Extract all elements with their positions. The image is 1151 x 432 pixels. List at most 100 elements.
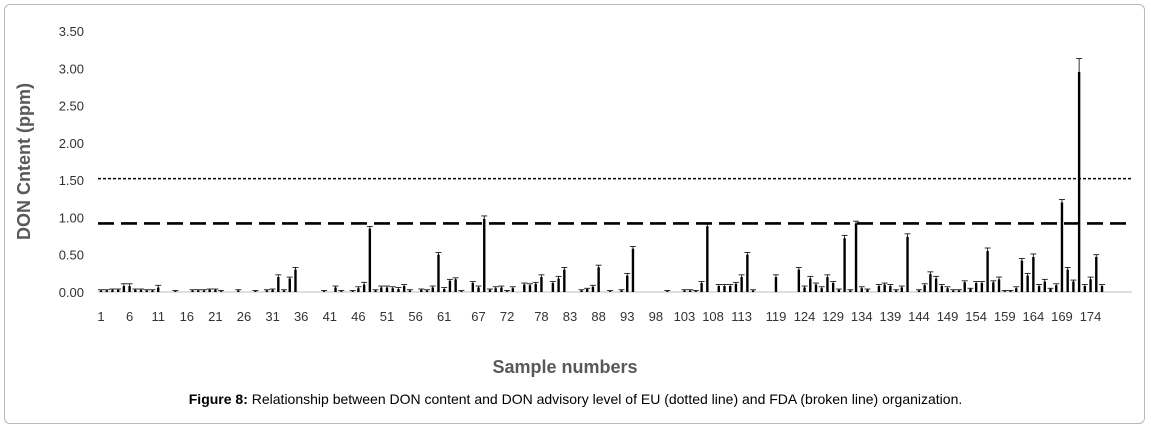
x-tick-label: 88 — [591, 309, 605, 324]
bar — [626, 275, 629, 292]
y-tick-label: 3.50 — [59, 24, 84, 39]
bar — [883, 284, 886, 292]
bar — [500, 287, 503, 292]
figure-caption-text: Relationship between DON content and DON… — [251, 391, 963, 407]
x-tick-label: 174 — [1080, 309, 1102, 324]
bar — [1020, 260, 1024, 292]
bar — [980, 283, 984, 292]
x-tick-label: 6 — [126, 309, 133, 324]
bar — [1066, 269, 1069, 292]
bar — [420, 289, 423, 292]
bar — [729, 286, 732, 292]
x-tick-label: 16 — [180, 309, 194, 324]
bar — [746, 254, 749, 292]
x-tick-label: 72 — [500, 309, 514, 324]
x-tick-label: 124 — [794, 309, 816, 324]
figure-frame — [4, 4, 1145, 424]
bar — [454, 279, 457, 292]
bar — [157, 287, 160, 292]
bar — [208, 289, 211, 292]
figure-caption: Figure 8: Relationship between DON conte… — [0, 391, 1151, 407]
bar — [803, 287, 806, 292]
bar — [929, 274, 932, 292]
x-tick-label: 93 — [620, 309, 634, 324]
bar — [437, 254, 440, 292]
bar — [380, 287, 383, 292]
bar — [723, 286, 726, 292]
x-tick-label: 144 — [908, 309, 930, 324]
x-tick-label: 129 — [822, 309, 844, 324]
bar — [820, 288, 823, 292]
bar — [717, 286, 720, 292]
bar — [946, 288, 949, 292]
y-tick-label: 1.50 — [59, 173, 84, 188]
x-tick-label: 119 — [766, 309, 787, 324]
bar — [483, 218, 486, 292]
y-tick-label: 3.00 — [59, 61, 84, 76]
y-tick-label: 2.50 — [59, 99, 84, 114]
bar — [116, 289, 120, 292]
bar — [551, 283, 555, 292]
bar — [494, 288, 497, 292]
bar — [1032, 256, 1035, 292]
bar — [563, 269, 566, 292]
y-tick-label: 1.00 — [59, 210, 84, 225]
bar — [940, 286, 944, 292]
bar — [1055, 285, 1058, 292]
x-tick-label: 51 — [380, 309, 394, 324]
bar — [1100, 286, 1104, 292]
bar — [448, 280, 452, 292]
bar — [797, 269, 801, 292]
bar — [523, 284, 526, 292]
bar — [700, 283, 703, 292]
x-tick-label: 11 — [151, 309, 165, 324]
bar — [597, 267, 600, 292]
bar — [997, 279, 1001, 292]
bar — [477, 287, 480, 292]
figure-caption-label: Figure 8: — [188, 391, 248, 407]
bar — [1083, 286, 1087, 292]
x-tick-label: 154 — [965, 309, 987, 324]
bar — [402, 286, 406, 292]
bar — [934, 278, 938, 292]
bar — [923, 285, 926, 292]
bar — [277, 277, 280, 292]
bar — [734, 283, 738, 292]
bar — [294, 269, 297, 292]
bar — [391, 288, 394, 292]
bar — [631, 248, 635, 292]
bar — [814, 284, 818, 292]
bar — [385, 287, 389, 292]
bar — [1026, 275, 1029, 292]
bar — [122, 286, 126, 292]
bar — [866, 289, 869, 292]
bar — [974, 283, 978, 292]
bar — [357, 288, 360, 292]
bar — [1049, 289, 1052, 292]
x-tick-label: 169 — [1051, 309, 1073, 324]
x-tick-label: 164 — [1023, 309, 1045, 324]
bar — [540, 277, 543, 292]
bar — [1015, 288, 1018, 292]
bar — [843, 238, 846, 292]
bar — [139, 289, 143, 292]
bar — [969, 289, 972, 292]
x-tick-label: 78 — [534, 309, 548, 324]
x-tick-label: 31 — [265, 309, 279, 324]
x-tick-label: 41 — [323, 309, 337, 324]
bar — [591, 286, 595, 292]
x-tick-label: 36 — [294, 309, 308, 324]
bar — [963, 282, 966, 292]
bar — [1072, 281, 1075, 292]
y-tick-label: 2.00 — [59, 136, 84, 151]
bar — [214, 289, 217, 292]
x-tick-label: 83 — [563, 309, 577, 324]
bar — [534, 283, 537, 292]
bar — [134, 289, 137, 292]
x-tick-label: 26 — [237, 309, 251, 324]
x-tick-label: 159 — [994, 309, 1016, 324]
bar — [528, 285, 532, 292]
bar — [1037, 286, 1041, 292]
x-tick-label: 46 — [351, 309, 365, 324]
bar — [809, 278, 812, 292]
